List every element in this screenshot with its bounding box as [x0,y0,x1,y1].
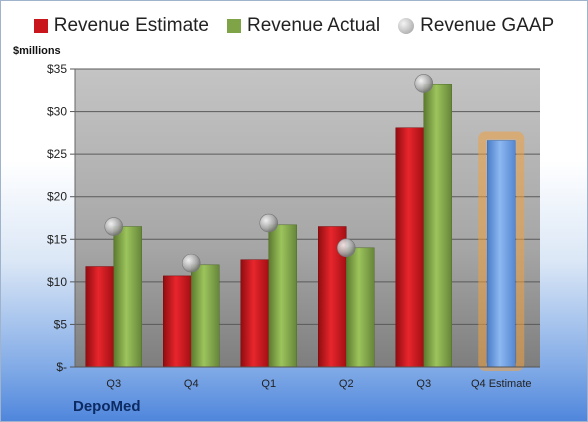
x-tick-label: Q3 [416,378,431,390]
y-tick-label: $35 [47,62,67,76]
y-tick-label: $- [56,360,67,374]
x-tick-label: Q3 [106,378,121,390]
legend-item-estimate: Revenue Estimate [33,15,209,37]
actual-bar [113,226,142,368]
y-tick-label: $10 [47,275,67,289]
gaap-marker [259,213,279,233]
estimate-bar [85,266,114,368]
y-tick-label: $15 [47,232,67,246]
legend-swatch-gaap [398,18,415,34]
estimate-bar [163,275,192,368]
q4-estimate-bar [487,140,516,368]
legend-label-actual: Revenue Actual [247,15,381,36]
y-tick-label: $30 [47,105,67,119]
legend-label-estimate: Revenue Estimate [53,15,209,36]
gaap-marker [181,253,201,273]
x-axis: Q3 Q4 Q1 Q2 Q3 Q4 Estimate [75,366,540,390]
legend-item-actual: Revenue Actual [227,15,380,37]
legend-swatch-estimate [33,19,48,33]
y-tick-label: $5 [54,317,68,331]
y-tick-label: $20 [47,190,67,204]
plot-area [75,69,540,367]
y-axis: $- $5 $10 $15 $20 $25 $30 $35 [47,62,76,374]
x-tick-label: Q4 Estimate [471,378,532,390]
legend-label-gaap: Revenue GAAP [420,15,555,36]
estimate-bar [395,127,424,368]
gaap-marker [336,238,356,258]
y-axis-unit-label: $millions [13,45,61,57]
actual-bar [346,247,375,368]
actual-bar [268,224,297,368]
gaap-marker [414,74,434,93]
x-tick-label: Q4 [184,378,199,390]
company-name: DepoMed [73,398,141,415]
gaap-marker [104,217,124,236]
x-tick-label: Q1 [261,378,276,390]
estimate-bar [240,259,269,368]
y-tick-label: $25 [47,147,67,161]
bars [85,84,525,371]
legend: Revenue Estimate Revenue Actual Revenue … [1,15,587,37]
legend-swatch-actual [227,19,241,33]
actual-bar [191,264,220,368]
gaap-markers [104,74,434,273]
actual-bar [423,84,452,368]
x-tick-label: Q2 [339,378,354,390]
legend-item-gaap: Revenue GAAP [398,15,554,37]
